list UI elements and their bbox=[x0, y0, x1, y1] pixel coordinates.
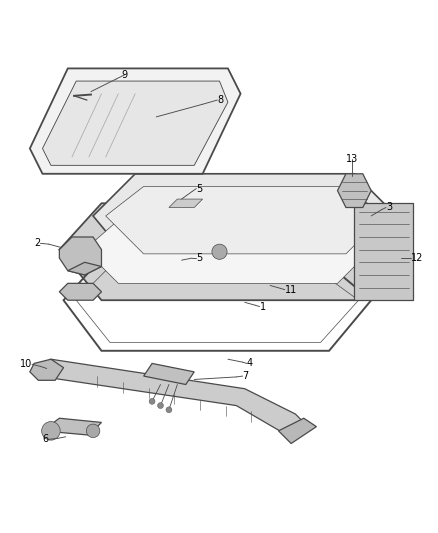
Text: 2: 2 bbox=[34, 238, 40, 248]
Text: 13: 13 bbox=[345, 154, 357, 164]
Polygon shape bbox=[59, 203, 396, 300]
Polygon shape bbox=[85, 220, 371, 284]
Polygon shape bbox=[38, 359, 303, 435]
Polygon shape bbox=[67, 262, 101, 275]
Text: 3: 3 bbox=[385, 203, 391, 213]
Text: 4: 4 bbox=[246, 358, 252, 368]
Polygon shape bbox=[42, 81, 227, 165]
Polygon shape bbox=[30, 359, 64, 380]
Polygon shape bbox=[42, 418, 101, 435]
Circle shape bbox=[166, 407, 172, 413]
Polygon shape bbox=[278, 418, 316, 443]
Circle shape bbox=[149, 398, 155, 405]
Polygon shape bbox=[93, 174, 396, 266]
Circle shape bbox=[157, 402, 163, 408]
Text: 6: 6 bbox=[42, 434, 49, 445]
Text: 11: 11 bbox=[284, 285, 297, 295]
Polygon shape bbox=[143, 364, 194, 384]
Text: 8: 8 bbox=[217, 95, 223, 105]
Text: 10: 10 bbox=[20, 359, 32, 369]
Polygon shape bbox=[30, 68, 240, 174]
Polygon shape bbox=[106, 187, 383, 254]
Text: 5: 5 bbox=[196, 253, 202, 263]
Polygon shape bbox=[353, 203, 413, 300]
Polygon shape bbox=[59, 237, 101, 275]
Text: 7: 7 bbox=[242, 371, 248, 381]
Circle shape bbox=[212, 244, 226, 260]
Text: 9: 9 bbox=[121, 70, 127, 80]
Polygon shape bbox=[59, 284, 101, 300]
Circle shape bbox=[42, 422, 60, 440]
Text: 5: 5 bbox=[196, 183, 202, 193]
Polygon shape bbox=[169, 199, 202, 207]
Text: 12: 12 bbox=[410, 253, 423, 263]
Circle shape bbox=[86, 424, 99, 438]
Text: 1: 1 bbox=[259, 302, 265, 311]
Polygon shape bbox=[337, 174, 371, 207]
